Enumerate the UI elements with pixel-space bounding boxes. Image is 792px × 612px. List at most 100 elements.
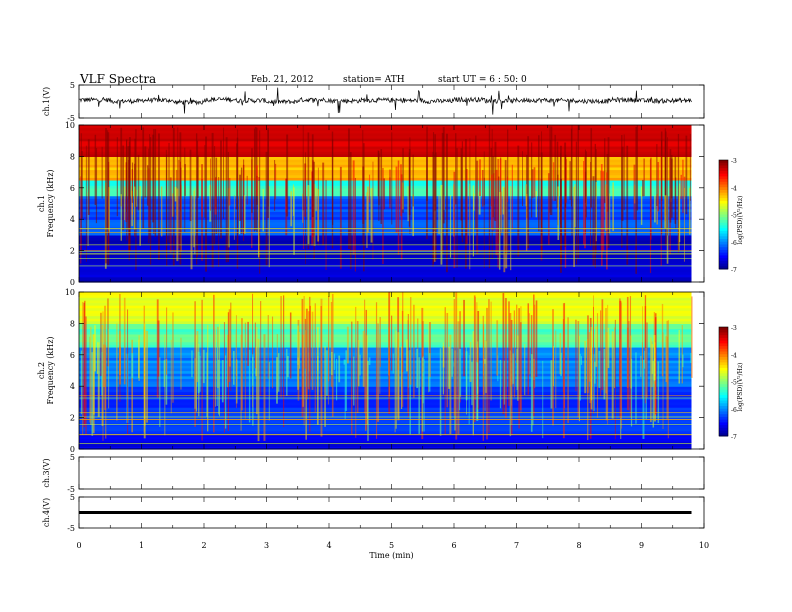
spectrogram-burst — [605, 332, 608, 421]
spectrogram-band — [79, 307, 692, 311]
spectrogram-band — [79, 305, 692, 309]
spectrogram-band — [79, 247, 692, 252]
spectrogram-band — [79, 190, 692, 194]
spectrogram-band — [79, 240, 692, 244]
spectrogram-band — [79, 221, 692, 226]
spectrogram-burst — [596, 313, 599, 418]
colorbar-step — [719, 343, 728, 347]
spectrogram-burst — [170, 339, 172, 414]
spectrogram-burst — [473, 295, 476, 423]
colorbar-step — [719, 252, 728, 256]
spectrogram-burst — [128, 137, 131, 251]
colorbar-step — [719, 329, 728, 333]
y-tick-label: 4 — [70, 215, 75, 224]
spectrogram-burst — [90, 326, 92, 425]
waveform-line — [78, 87, 692, 115]
spectrogram-band — [79, 310, 692, 314]
x-tick-label: 5 — [389, 541, 394, 550]
spectrogram-burst — [81, 151, 83, 219]
spectrogram-burst — [400, 164, 402, 217]
spectrogram-burst — [223, 127, 225, 219]
spectrogram-burst — [302, 125, 304, 211]
spectrogram-burst — [304, 163, 307, 217]
spectrogram-burst — [685, 135, 688, 215]
spectrogram-burst — [642, 179, 644, 197]
spectrogram-burst — [138, 335, 140, 381]
colorbar-step — [719, 206, 728, 210]
spectrogram-burst — [283, 295, 285, 428]
y-tick-label: 6 — [70, 351, 75, 360]
spectrogram-burst — [365, 333, 367, 432]
spectrogram-burst — [349, 152, 352, 269]
spectrogram-burst — [495, 169, 498, 256]
spectrogram-burst — [252, 354, 254, 386]
spectrogram-burst — [366, 192, 368, 248]
spectrogram-band — [79, 391, 692, 395]
spectrogram-burst — [530, 354, 533, 432]
x-tick-label: 2 — [201, 541, 206, 550]
spectrogram-burst — [641, 342, 643, 399]
spectrogram-band — [79, 145, 692, 150]
spectrogram-burst — [143, 323, 146, 439]
spectrogram-burst — [466, 347, 468, 415]
spectrogram-burst — [359, 354, 361, 376]
y-axis-label: Frequency (kHz) — [46, 336, 55, 404]
colorbar-frame — [718, 159, 729, 270]
spectrogram-burst — [508, 301, 510, 406]
spectrogram-burst — [236, 137, 239, 269]
spectrogram-burst — [488, 299, 490, 433]
colorbar-step — [719, 211, 728, 215]
spectrogram-burst — [367, 361, 369, 441]
spectrogram-band — [79, 399, 692, 403]
spectrogram-burst — [102, 311, 104, 441]
spectrogram-burst — [194, 301, 196, 427]
spectrogram-line — [79, 395, 692, 397]
spectrogram-burst — [131, 190, 134, 227]
spectrogram-burst — [688, 187, 691, 235]
spectrogram-burst — [522, 151, 523, 207]
spectrogram-burst — [344, 359, 346, 419]
colorbar-step — [719, 222, 728, 226]
spectrogram-band — [79, 159, 692, 163]
colorbar-step — [719, 249, 728, 254]
spectrogram-burst — [397, 339, 399, 417]
spectrogram-burst — [241, 318, 243, 411]
spectrogram-burst — [94, 325, 96, 372]
spectrogram-burst — [156, 299, 159, 398]
spectrogram-burst — [146, 330, 148, 423]
spectrogram-burst — [485, 341, 487, 393]
spectrogram-burst — [228, 309, 231, 383]
spectrogram-burst — [533, 167, 536, 198]
x-tick-label: 3 — [264, 541, 269, 550]
spectrogram-burst — [444, 307, 446, 435]
spectrogram-band — [79, 299, 692, 304]
spectrogram-burst — [89, 336, 91, 423]
colorbar-step — [719, 337, 728, 342]
spectrogram-burst — [252, 293, 254, 407]
spectrogram-burst — [362, 130, 364, 245]
spectrogram-band — [79, 438, 692, 442]
spectrogram-burst — [476, 160, 479, 255]
spectrogram-band — [79, 373, 692, 377]
spectrogram-band — [79, 156, 692, 160]
spectrogram-burst — [577, 321, 580, 418]
spectrogram-band — [79, 276, 692, 280]
spectrogram-burst — [101, 352, 103, 396]
spectrogram-burst — [517, 335, 519, 401]
spectrogram-burst — [614, 319, 616, 440]
spectrogram-burst — [345, 350, 347, 411]
spectrogram-burst — [366, 335, 368, 425]
colorbar-step — [719, 217, 728, 221]
spectrogram-burst — [178, 159, 180, 249]
spectrogram-band — [79, 320, 692, 324]
spectrogram-burst — [197, 155, 199, 198]
spectrogram-burst — [83, 302, 85, 428]
spectrogram-burst — [364, 299, 366, 414]
spectrogram-burst — [93, 334, 95, 415]
spectrogram-burst — [493, 173, 495, 232]
x-axis-label: Time (min) — [369, 551, 413, 560]
spectrogram-burst — [91, 352, 94, 436]
spectrogram-burst — [459, 348, 462, 397]
colorbar-tick-label: -3 — [731, 325, 737, 332]
spectrogram-band — [79, 409, 692, 413]
